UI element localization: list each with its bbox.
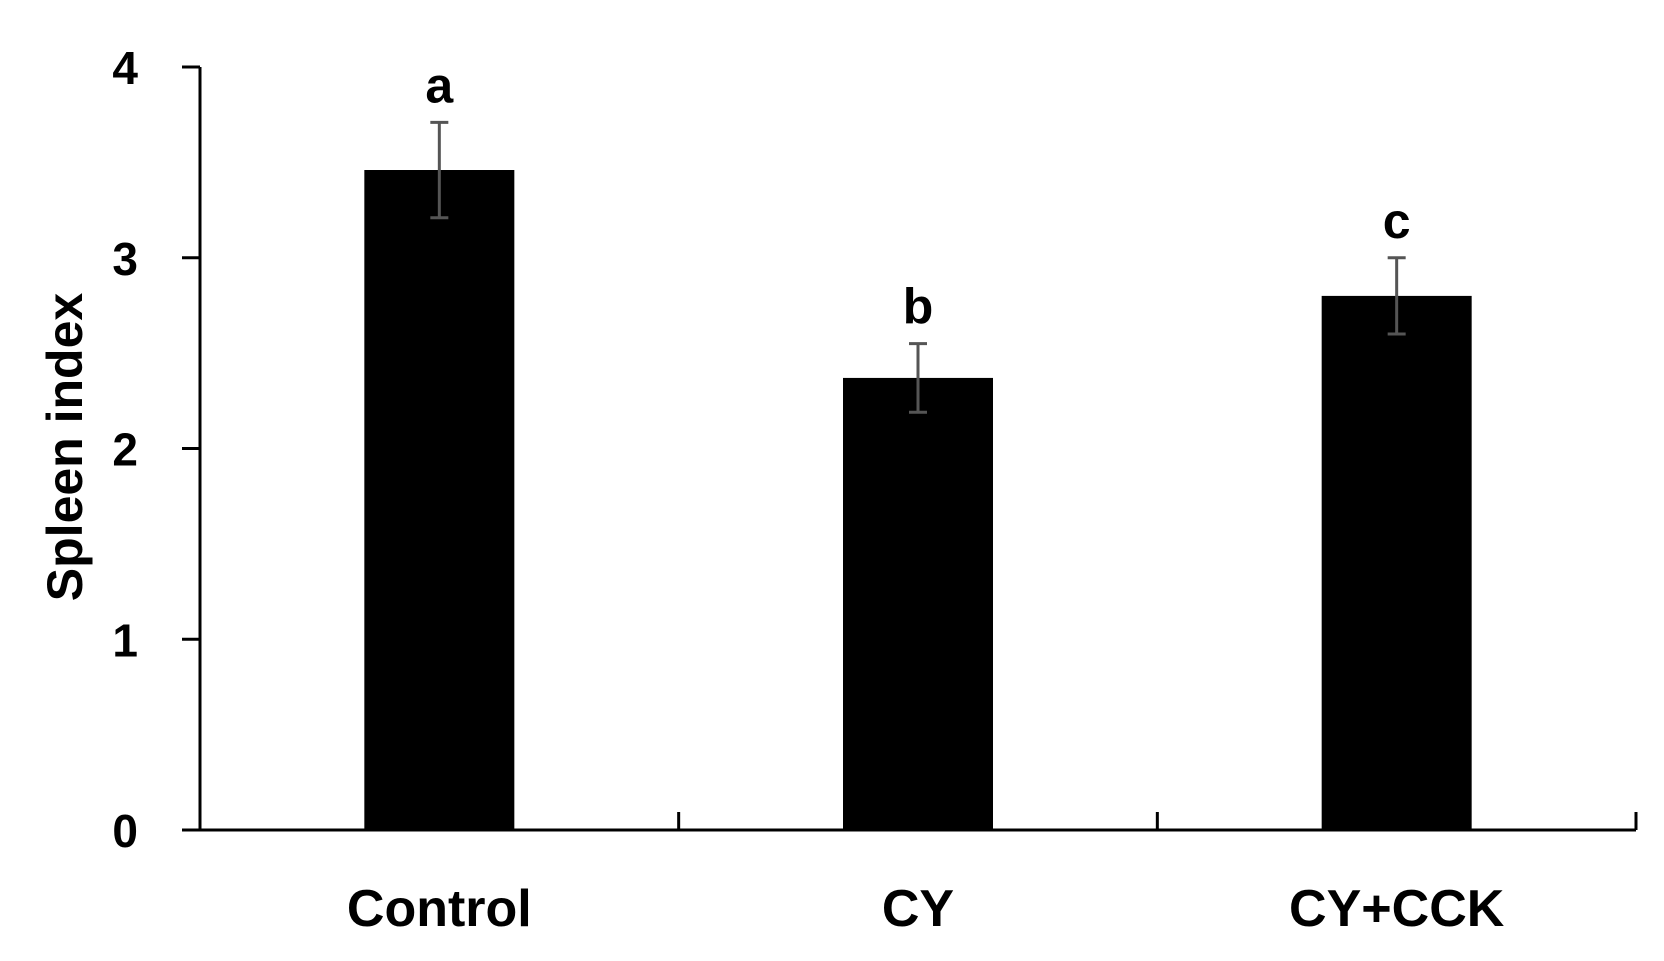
bar-cy-cck (1321, 295, 1472, 830)
y-axis-title: Spleen index (37, 293, 93, 602)
significance-label: c (1383, 193, 1411, 249)
error-bar (430, 120, 449, 220)
error-bars (430, 120, 1406, 414)
significance-label: a (425, 57, 454, 113)
y-tick-label: 0 (112, 805, 138, 857)
category-label: Control (347, 880, 532, 938)
significance-label: b (903, 279, 934, 335)
axis-labels: Control CY CY+CCK (347, 880, 1505, 938)
y-tick-label: 1 (112, 614, 138, 666)
y-tick-label: 2 (112, 424, 138, 476)
category-label: CY (882, 880, 954, 938)
error-bar (909, 342, 927, 414)
bars (364, 170, 1472, 830)
significance-annotations: a b c (425, 57, 1410, 334)
error-bar (1387, 256, 1406, 336)
bar-control (364, 170, 515, 830)
y-tick-label: 3 (112, 233, 138, 285)
y-tick-label: 4 (112, 42, 138, 94)
y-axis: 0 1 2 3 4 (112, 42, 202, 857)
bar-cy (843, 377, 993, 830)
category-label: CY+CCK (1289, 880, 1505, 938)
